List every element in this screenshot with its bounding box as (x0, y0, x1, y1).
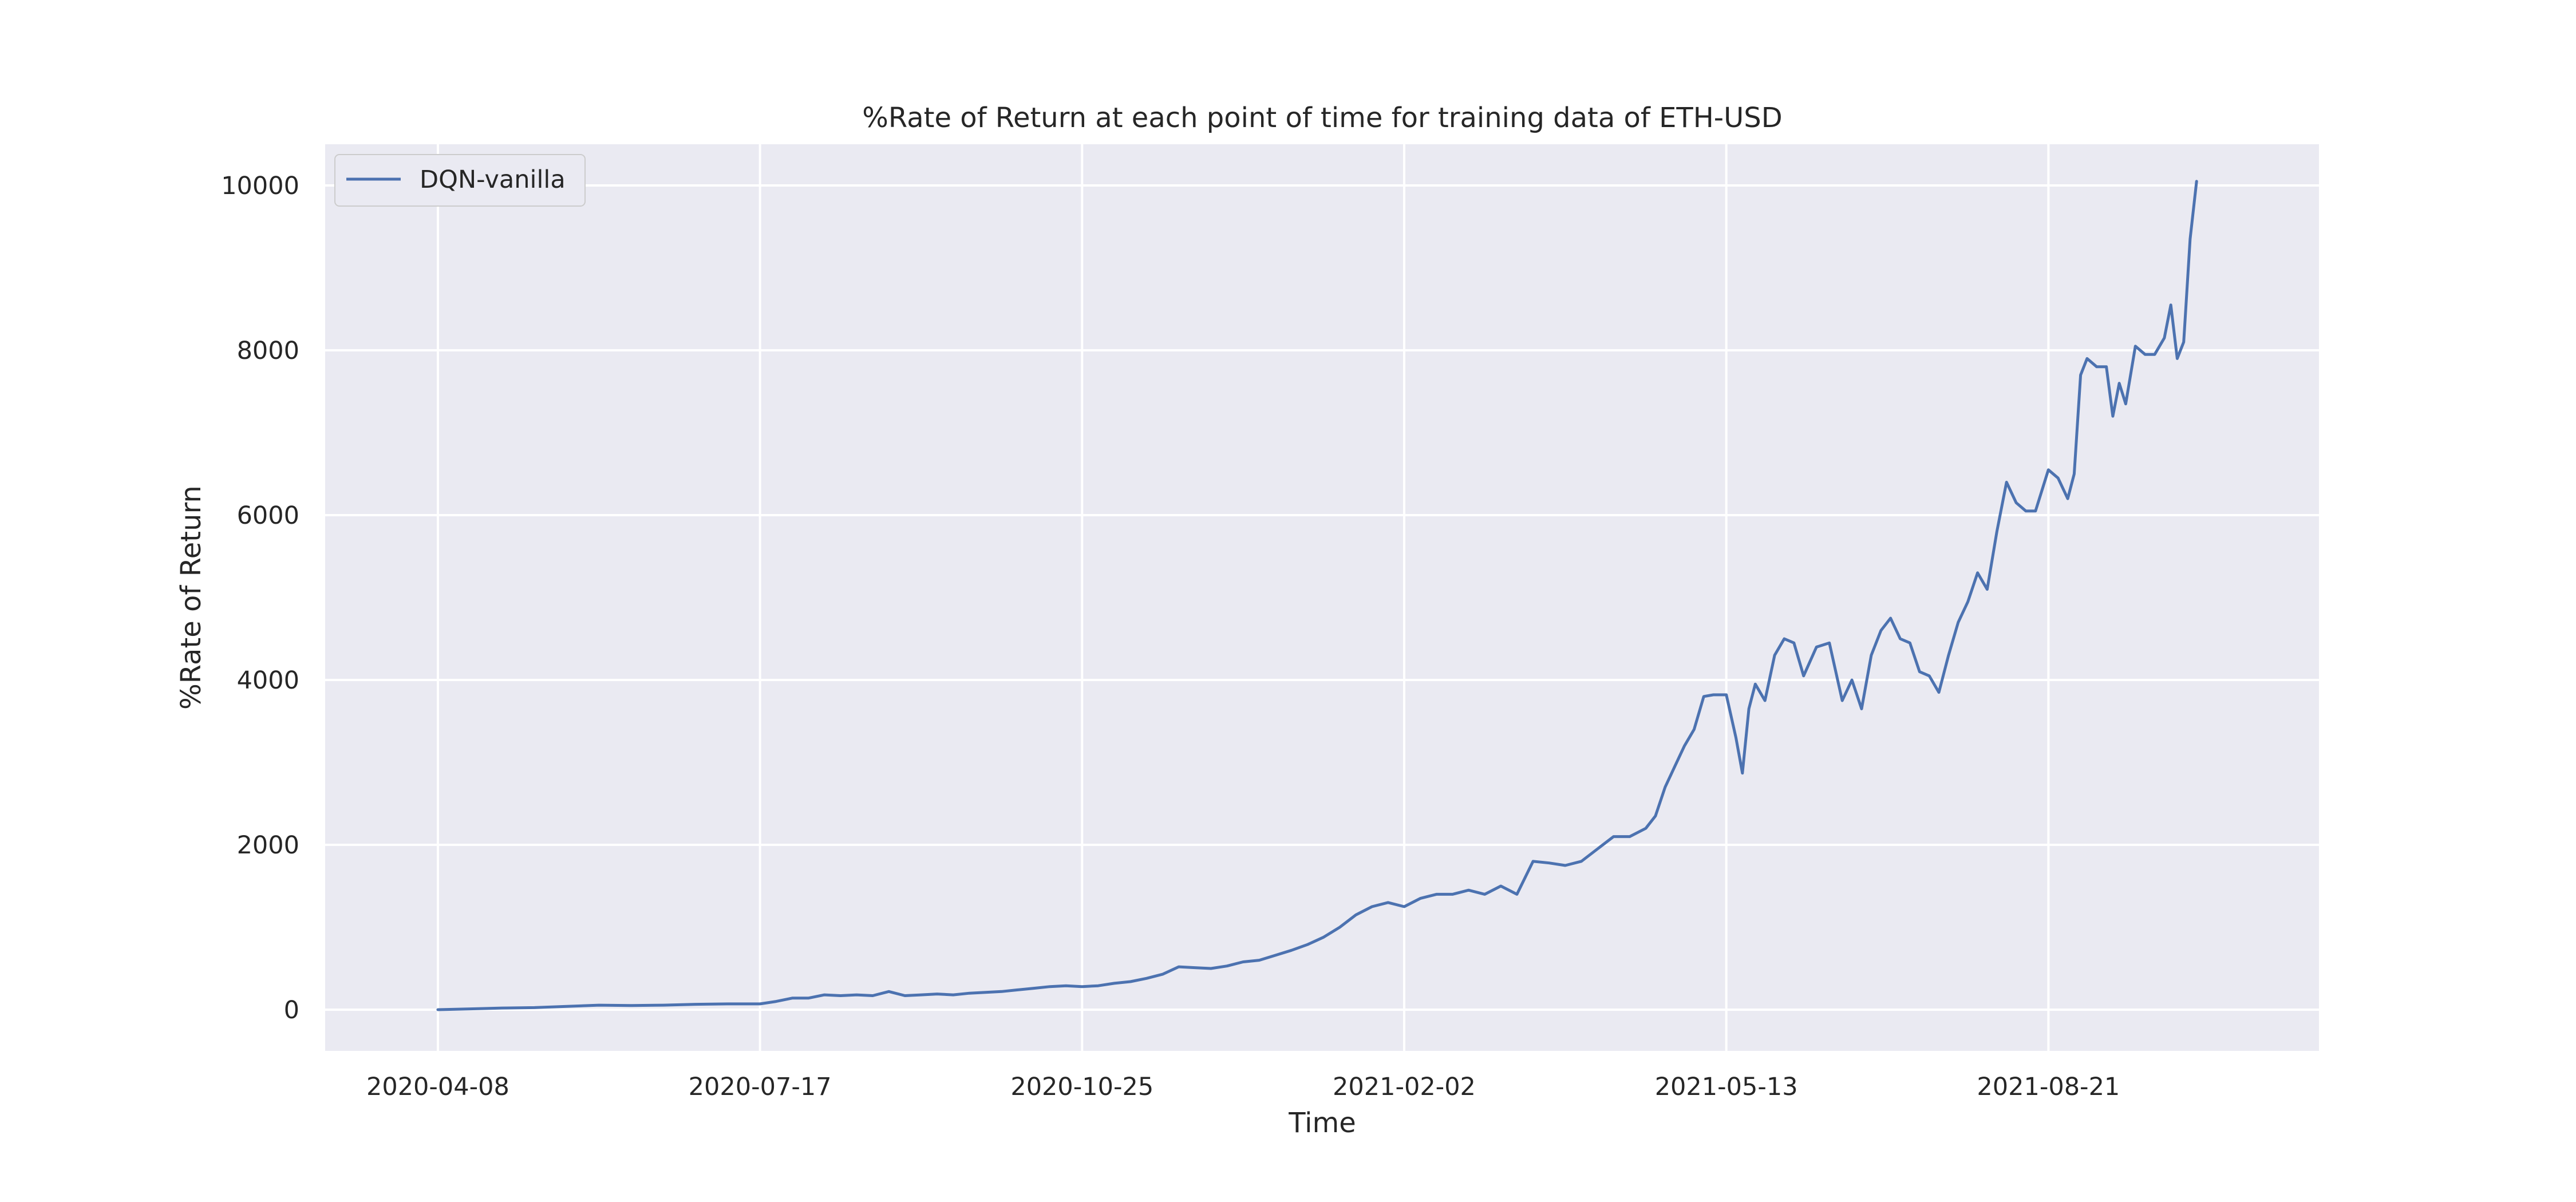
legend: DQN-vanilla (334, 154, 586, 207)
legend-label-dqn-vanilla: DQN-vanilla (420, 165, 566, 194)
x-tick-label: 2021-02-02 (1333, 1073, 1476, 1101)
x-axis-ticks: 2020-04-08 2020-07-17 2020-10-25 2021-02-02… (366, 1073, 2120, 1101)
series-layer (436, 180, 2198, 1011)
grid-lines (325, 144, 2319, 1051)
plot-area (325, 144, 2319, 1051)
y-tick-label: 2000 (237, 831, 299, 860)
x-tick-label: 2020-07-17 (689, 1073, 832, 1101)
legend-box (334, 154, 586, 207)
y-axis-ticks: 0 2000 4000 6000 8000 10000 (221, 172, 299, 1025)
y-axis-label: %Rate of Return (175, 485, 207, 710)
series-line-dqn-vanilla (436, 180, 2198, 1011)
y-tick-label: 6000 (237, 501, 299, 530)
x-axis-label: Time (1288, 1107, 1356, 1139)
x-tick-label: 2020-10-25 (1010, 1073, 1153, 1101)
x-tick-label: 2021-05-13 (1655, 1073, 1798, 1101)
y-tick-label: 10000 (221, 172, 299, 200)
x-tick-label: 2020-04-08 (366, 1073, 509, 1101)
chart-title: %Rate of Return at each point of time fo… (862, 102, 1782, 134)
y-tick-label: 4000 (237, 666, 299, 695)
x-tick-label: 2021-08-21 (1977, 1073, 2120, 1101)
y-tick-label: 8000 (237, 337, 299, 365)
y-tick-label: 0 (284, 996, 299, 1025)
